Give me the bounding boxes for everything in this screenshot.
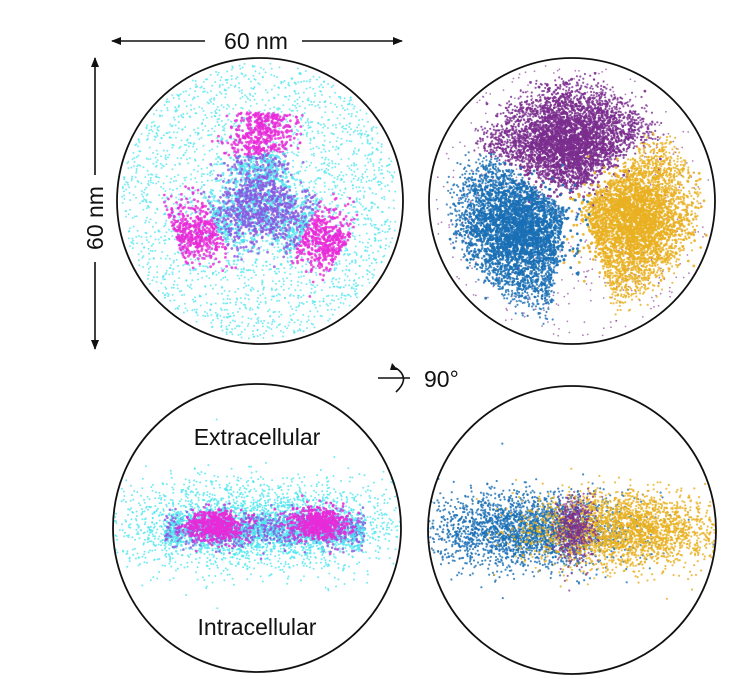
side-view-density-circle xyxy=(112,383,402,673)
side-view-subunit-cloud xyxy=(428,442,716,600)
side-view-subunit-circle xyxy=(427,385,717,675)
side-view-density-cloud xyxy=(113,418,401,610)
extracellular-label: Extracellular xyxy=(194,424,321,450)
top-view-density-cloud xyxy=(121,62,397,340)
top-view-density-circle xyxy=(116,57,404,345)
vertical-scale-label: 60 nm xyxy=(82,186,108,250)
top-view-subunit-cloud xyxy=(435,65,710,337)
rotation-icon xyxy=(378,363,410,393)
horizontal-scale-label: 60 nm xyxy=(224,28,288,54)
intracellular-label: Intracellular xyxy=(198,614,317,640)
top-view-subunit-circle xyxy=(428,57,716,345)
rotation-label: 90° xyxy=(424,366,459,392)
